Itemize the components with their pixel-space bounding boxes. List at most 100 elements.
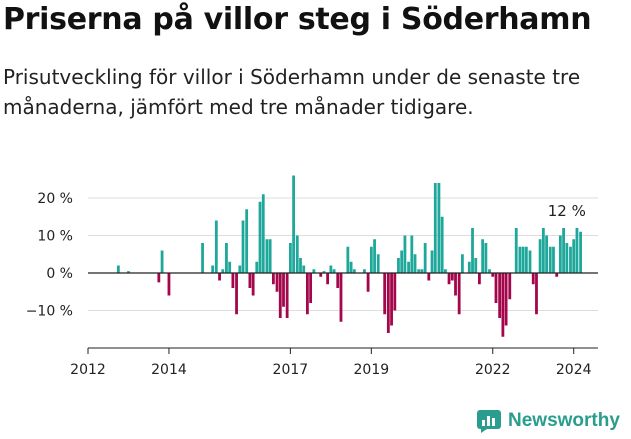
bar [494,273,498,303]
bar [268,239,272,273]
bar [430,250,434,273]
bars [116,175,582,337]
bar [305,273,309,315]
bar [386,273,390,333]
bar [538,239,542,273]
bar [572,239,576,273]
bar [322,271,326,273]
bar [376,254,380,273]
x-tick-label: 2012 [70,362,106,378]
bar [524,246,528,273]
bar [413,254,417,273]
bar [363,269,366,273]
bar [518,246,522,273]
bar [235,273,238,315]
bar [457,273,461,315]
bar [393,273,397,311]
bar [241,220,245,273]
bar [332,269,336,273]
bar [545,235,548,273]
bar [225,243,228,273]
y-tick-label: −10 % [26,304,73,320]
bar [251,273,255,296]
bar [565,243,569,273]
bar [160,250,164,273]
bar [261,194,265,273]
bar [127,271,130,273]
bar [437,183,441,273]
bar [541,228,545,273]
bar [562,228,565,273]
bar [461,254,464,273]
bar [569,246,572,273]
x-tick-label: 2014 [151,362,187,378]
bar [299,258,302,273]
bar [157,273,161,283]
x-tick-label: 2022 [475,362,511,378]
bar [329,265,333,273]
bar [231,273,235,288]
bar [221,269,225,273]
bar [218,273,221,281]
bar [488,269,491,273]
bar [302,265,306,273]
brand-logo: Newsworthy [476,404,620,438]
bar [501,273,505,337]
bar [407,261,410,273]
bar [346,246,350,273]
bar [504,273,508,326]
y-tick-label: 10 % [37,229,73,245]
bar [420,269,424,273]
bar [258,201,262,273]
bar [278,273,282,318]
bar [410,235,414,273]
bar [450,273,454,281]
bar [575,228,579,273]
bar [521,246,525,273]
bar [211,265,215,273]
bar [295,235,299,273]
bar [383,273,387,315]
bar [440,216,444,273]
bar [454,273,457,296]
bar [309,273,313,303]
bar [288,243,292,273]
bar [201,243,204,273]
bar [292,175,296,273]
bar [548,246,552,273]
x-axis-labels: 2012 2014 2017 2019 2022 2024 [70,362,591,378]
y-axis-labels: 20 % 10 % 0 % −10 % [26,191,73,320]
bar [390,273,393,326]
bar [484,243,488,273]
bar [336,273,340,288]
bar [423,243,427,273]
newsworthy-logo-icon [477,410,501,433]
x-tick-label: 2024 [556,362,592,378]
bar [417,269,421,273]
bar [491,273,495,277]
bar [285,273,289,318]
bar [245,209,249,273]
bar [433,183,437,273]
bar [531,273,535,285]
x-tick-label: 2017 [273,362,309,378]
bar [214,220,218,273]
bar [265,239,269,273]
bar-chart: 20 % 10 % 0 % −10 % 2012 2014 2017 2019 2022 202… [26,175,598,378]
bar [116,265,120,273]
bar [514,228,518,273]
bar [535,273,538,315]
y-tick-label: 0 % [46,266,73,282]
bar [444,269,447,273]
bar [282,273,285,307]
last-value-label: 12 % [548,202,586,220]
x-axis [87,272,598,354]
bar [339,273,343,322]
bar [558,235,562,273]
bar [471,228,474,273]
bar [528,250,532,273]
bar [319,273,323,277]
bar [248,273,252,288]
bar [167,273,171,296]
bar [228,261,232,273]
